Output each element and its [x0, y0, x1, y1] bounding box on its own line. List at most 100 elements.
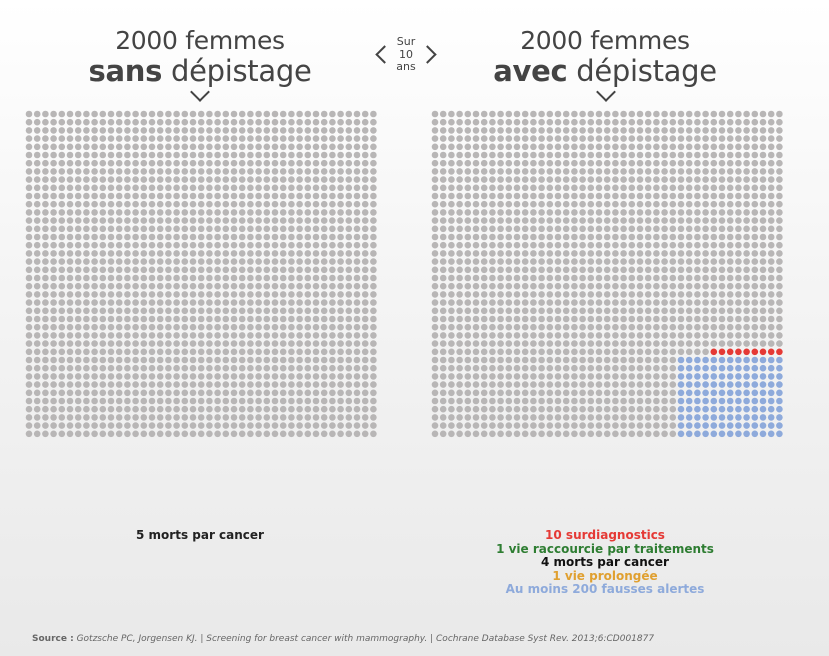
waffle-dot	[562, 159, 570, 167]
waffle-dot	[271, 389, 279, 397]
waffle-dot	[181, 159, 189, 167]
left-title-line2: sans dépistage	[50, 56, 350, 86]
waffle-dot	[230, 405, 238, 413]
waffle-dot	[83, 258, 90, 265]
waffle-dot	[107, 209, 115, 216]
waffle-dot	[42, 332, 49, 339]
waffle-dot	[42, 266, 49, 274]
waffle-dot	[25, 307, 33, 315]
waffle-dot	[571, 209, 578, 216]
waffle-dot	[661, 184, 668, 192]
waffle-dot	[579, 414, 586, 421]
waffle-dot	[288, 118, 295, 126]
waffle-dot	[759, 135, 767, 142]
waffle-dot	[189, 422, 197, 429]
waffle-dot	[42, 168, 49, 175]
waffle-dot-false-alert	[776, 389, 783, 397]
waffle-dot	[33, 323, 41, 331]
waffle-dot	[99, 233, 107, 241]
waffle-dot	[595, 364, 603, 372]
waffle-dot	[247, 168, 254, 175]
waffle-dot	[530, 233, 537, 241]
waffle-dot	[513, 151, 521, 159]
waffle-dot	[107, 397, 115, 405]
waffle-dot	[620, 241, 627, 249]
waffle-dot	[181, 176, 189, 183]
waffle-dot	[58, 364, 66, 372]
waffle-dot	[206, 405, 213, 413]
waffle-dot	[345, 364, 353, 372]
waffle-dot	[677, 323, 685, 331]
waffle-dot	[304, 414, 312, 421]
waffle-dot	[669, 323, 677, 331]
waffle-dot	[279, 250, 287, 257]
waffle-dot	[677, 159, 685, 167]
waffle-dot	[677, 176, 685, 183]
waffle-dot	[661, 389, 668, 397]
waffle-dot	[25, 356, 33, 364]
waffle-dot	[337, 315, 344, 323]
waffle-dot	[628, 266, 636, 274]
waffle-dot	[353, 209, 361, 216]
waffle-dot	[329, 250, 336, 257]
waffle-dot	[337, 389, 344, 397]
waffle-dot	[124, 397, 131, 405]
waffle-dot	[448, 274, 455, 282]
waffle-dot	[505, 209, 513, 216]
waffle-dot	[296, 200, 303, 208]
waffle-dot	[661, 110, 668, 118]
waffle-dot	[91, 110, 98, 118]
waffle-dot	[497, 332, 504, 339]
waffle-dot	[230, 159, 238, 167]
waffle-dot	[271, 135, 279, 142]
waffle-dot	[230, 315, 238, 323]
waffle-dot	[288, 430, 295, 438]
waffle-dot	[42, 299, 49, 306]
waffle-dot	[33, 250, 41, 257]
waffle-dot	[361, 168, 369, 175]
waffle-dot	[538, 282, 545, 290]
waffle-dot	[91, 414, 98, 421]
waffle-dot	[74, 250, 82, 257]
waffle-dot	[718, 135, 726, 142]
waffle-dot	[538, 356, 545, 364]
waffle-dot	[353, 168, 361, 175]
waffle-dot	[189, 340, 197, 347]
waffle-dot	[238, 127, 246, 134]
waffle-dot	[296, 430, 303, 438]
waffle-dot	[230, 414, 238, 421]
waffle-dot	[702, 323, 709, 331]
waffle-dot	[304, 356, 312, 364]
waffle-dot	[489, 332, 496, 339]
waffle-dot	[735, 266, 742, 274]
waffle-dot	[595, 348, 603, 356]
waffle-dot	[489, 151, 496, 159]
waffle-dot	[685, 200, 693, 208]
waffle-dot	[83, 200, 90, 208]
waffle-dot	[288, 110, 295, 118]
waffle-dot	[538, 217, 545, 224]
waffle-dot	[439, 340, 447, 347]
waffle-dot	[58, 217, 66, 224]
waffle-dot	[521, 373, 529, 380]
waffle-dot	[612, 135, 619, 142]
waffle-dot	[767, 118, 775, 126]
waffle-dot	[439, 151, 447, 159]
waffle-dot	[456, 192, 463, 200]
waffle-dot	[718, 323, 726, 331]
waffle-dot	[156, 364, 164, 372]
waffle-dot	[271, 192, 279, 200]
waffle-dot	[669, 209, 677, 216]
waffle-dot	[636, 414, 644, 421]
waffle-dot	[718, 266, 726, 274]
waffle-dot-false-alert	[743, 389, 750, 397]
waffle-dot	[620, 340, 627, 347]
waffle-dot	[628, 233, 636, 241]
waffle-dot	[66, 135, 74, 142]
waffle-dot	[197, 299, 205, 306]
waffle-dot	[456, 282, 463, 290]
waffle-dot	[776, 315, 783, 323]
waffle-dot	[521, 209, 529, 216]
waffle-dot	[156, 250, 164, 257]
waffle-dot	[263, 200, 271, 208]
